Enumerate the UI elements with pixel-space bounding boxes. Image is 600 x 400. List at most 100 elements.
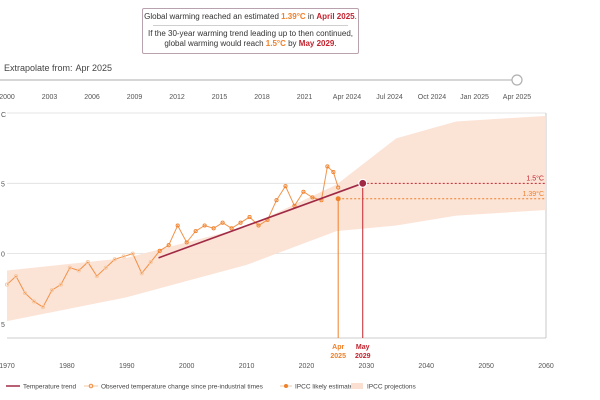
- observed-point: [112, 257, 117, 262]
- observed-point: [211, 226, 216, 231]
- callout-line-1: Global warming reached an estimated 1.39…: [143, 12, 358, 22]
- x-tick-label: 1970: [0, 363, 15, 370]
- observed-point: [103, 265, 108, 270]
- x-tick-label: 2020: [299, 363, 315, 370]
- observed-point: [4, 282, 10, 287]
- observed-point: [256, 223, 261, 228]
- observed-point: [76, 268, 81, 273]
- apr-label-bottom: 2025: [330, 353, 346, 360]
- observed-point: [336, 185, 341, 190]
- legend-ipcc-swatch: [284, 384, 288, 388]
- y-tick-label: 0: [1, 252, 5, 259]
- observed-point: [139, 271, 144, 276]
- y-tick-label: 5: [1, 181, 5, 188]
- observed-line: [6, 165, 339, 308]
- observed-point: [148, 260, 153, 265]
- slider-tick-label: 2012: [169, 94, 185, 101]
- slider-tick-label: Jul 2024: [376, 94, 403, 101]
- ipcc-estimate-point: [335, 196, 341, 202]
- extrapolate-label: Extrapolate from: Apr 2025: [4, 63, 112, 73]
- slider-tick-label: 2021: [297, 94, 313, 101]
- label-1-5: 1.5°C: [526, 174, 544, 182]
- x-tick-label: 1990: [119, 363, 135, 370]
- observed-point: [310, 195, 315, 200]
- may-label-bottom: 2029: [355, 353, 371, 360]
- callout-text: If the 30-year warming trend leading up …: [147, 29, 354, 38]
- legend-observed-label: Observed temperature change since pre-in…: [101, 384, 264, 391]
- observed-point: [184, 240, 189, 245]
- observed-point: [94, 274, 99, 279]
- observed-point: [283, 184, 288, 189]
- observed-point: [220, 220, 225, 225]
- legend-projection-swatch: [351, 383, 363, 389]
- legend-trend-label: Temperature trend: [23, 384, 76, 391]
- legend-projection-label: IPCC projections: [367, 384, 417, 391]
- slider-tick-label: Oct 2024: [418, 94, 447, 101]
- observed-point: [274, 198, 279, 203]
- callout-text: Global warming reached an estimated: [144, 12, 282, 21]
- observed-point: [130, 251, 135, 256]
- current-warming-value: 1.39°C: [281, 12, 306, 21]
- x-tick-label: 1980: [59, 363, 75, 370]
- x-tick-label: 2030: [359, 363, 375, 370]
- observed-point: [331, 170, 336, 175]
- slider-label: Extrapolate from:: [4, 63, 73, 73]
- x-tick-label: 2040: [418, 363, 434, 370]
- trend-line: [158, 182, 364, 259]
- y-tick-label: 5: [1, 322, 5, 329]
- threshold-value: 1.5°C: [265, 39, 286, 48]
- observed-point: [166, 243, 171, 248]
- threshold-date-value: May 2029: [298, 39, 335, 48]
- callout-text: .: [354, 12, 357, 21]
- callout-text: .: [334, 39, 337, 48]
- observed-point: [202, 223, 207, 228]
- slider-tick-label: 2006: [84, 94, 100, 101]
- label-1-39: 1.39°C: [523, 190, 544, 198]
- observed-point: [247, 215, 252, 220]
- x-tick-label: 2010: [239, 363, 255, 370]
- legend-observed-swatch: [88, 383, 94, 389]
- x-tick-label: 2050: [478, 363, 494, 370]
- x-tick-label: 2000: [179, 363, 195, 370]
- extrapolate-slider[interactable]: 2000 2003 2006 2009 2012 2015 2018 2021 Apr 2024…: [0, 72, 600, 112]
- callout-line-2: If the 30-year warming trend leading up …: [143, 29, 358, 49]
- slider-tick-label: Apr 2025: [503, 94, 532, 101]
- slider-tick-label: Apr 2024: [333, 94, 362, 101]
- observed-point: [31, 299, 37, 304]
- legend-ipcc-label: IPCC likely estimate: [295, 384, 354, 391]
- observed-point: [325, 164, 330, 169]
- observed-point: [40, 305, 45, 310]
- observed-point: [67, 265, 72, 270]
- y-tick-label: C: [1, 112, 6, 119]
- slider-tick-label: 2009: [127, 94, 143, 101]
- callout-text: global warming would reach: [164, 39, 266, 48]
- observed-point: [193, 229, 198, 234]
- callout-divider: [153, 25, 348, 26]
- ipcc-projection-band: [7, 115, 546, 322]
- observed-point: [85, 260, 90, 265]
- may-label-top: May: [356, 344, 370, 351]
- x-tick-label: 2060: [538, 363, 554, 370]
- current-date-value: April 2025: [316, 12, 355, 21]
- slider-tick-label: Jan 2025: [460, 94, 489, 101]
- observed-point: [229, 226, 234, 231]
- callout-text: in: [305, 12, 317, 21]
- observed-point: [301, 189, 306, 194]
- slider-tick-label: 2018: [254, 94, 270, 101]
- observed-point: [58, 282, 63, 287]
- observed-point: [13, 274, 19, 279]
- observed-point: [49, 288, 54, 293]
- slider-value: Apr 2025: [75, 63, 113, 73]
- slider-tick-label: 2015: [212, 94, 228, 101]
- threshold-crossing-point: [358, 178, 368, 188]
- slider-tick-label: 2000: [0, 94, 15, 101]
- callout-line-3: global warming would reach 1.5°C by May …: [143, 39, 358, 49]
- observed-point: [175, 223, 180, 228]
- summary-callout: Global warming reached an estimated 1.39…: [142, 8, 359, 54]
- slider-handle[interactable]: [511, 74, 523, 86]
- apr-label-top: Apr: [332, 344, 344, 351]
- observed-point: [238, 220, 243, 225]
- observed-point: [157, 248, 162, 253]
